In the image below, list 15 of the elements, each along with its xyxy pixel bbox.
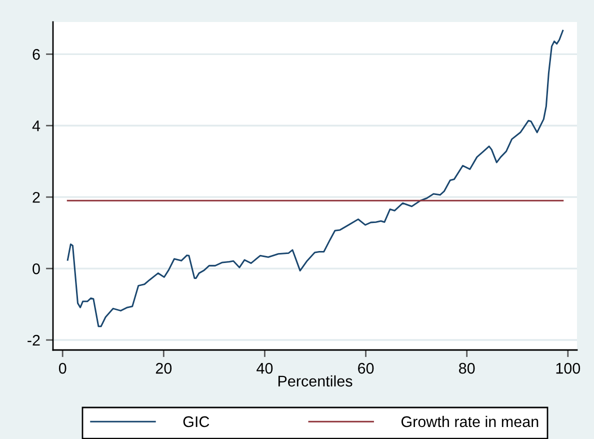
x-tick-label: 0 [58, 362, 66, 374]
x-tick-label: 100 [556, 362, 580, 374]
y-tick-label: 4 [32, 120, 40, 132]
y-tick-label: 6 [32, 49, 40, 60]
x-tick-label: 20 [156, 362, 172, 374]
y-tick-label: 2 [32, 192, 40, 203]
line-series [66, 30, 564, 328]
legend-label: Growth rate in mean [401, 416, 538, 428]
x-axis-title: Percentiles [278, 375, 352, 387]
x-tick-label: 40 [256, 362, 273, 374]
y-tick-label: -2 [28, 334, 40, 346]
legend-label: GIC [183, 416, 210, 428]
y-tick-label: 0 [32, 263, 40, 274]
x-tick-label: 80 [459, 362, 475, 374]
x-tick-label: 60 [358, 362, 374, 374]
